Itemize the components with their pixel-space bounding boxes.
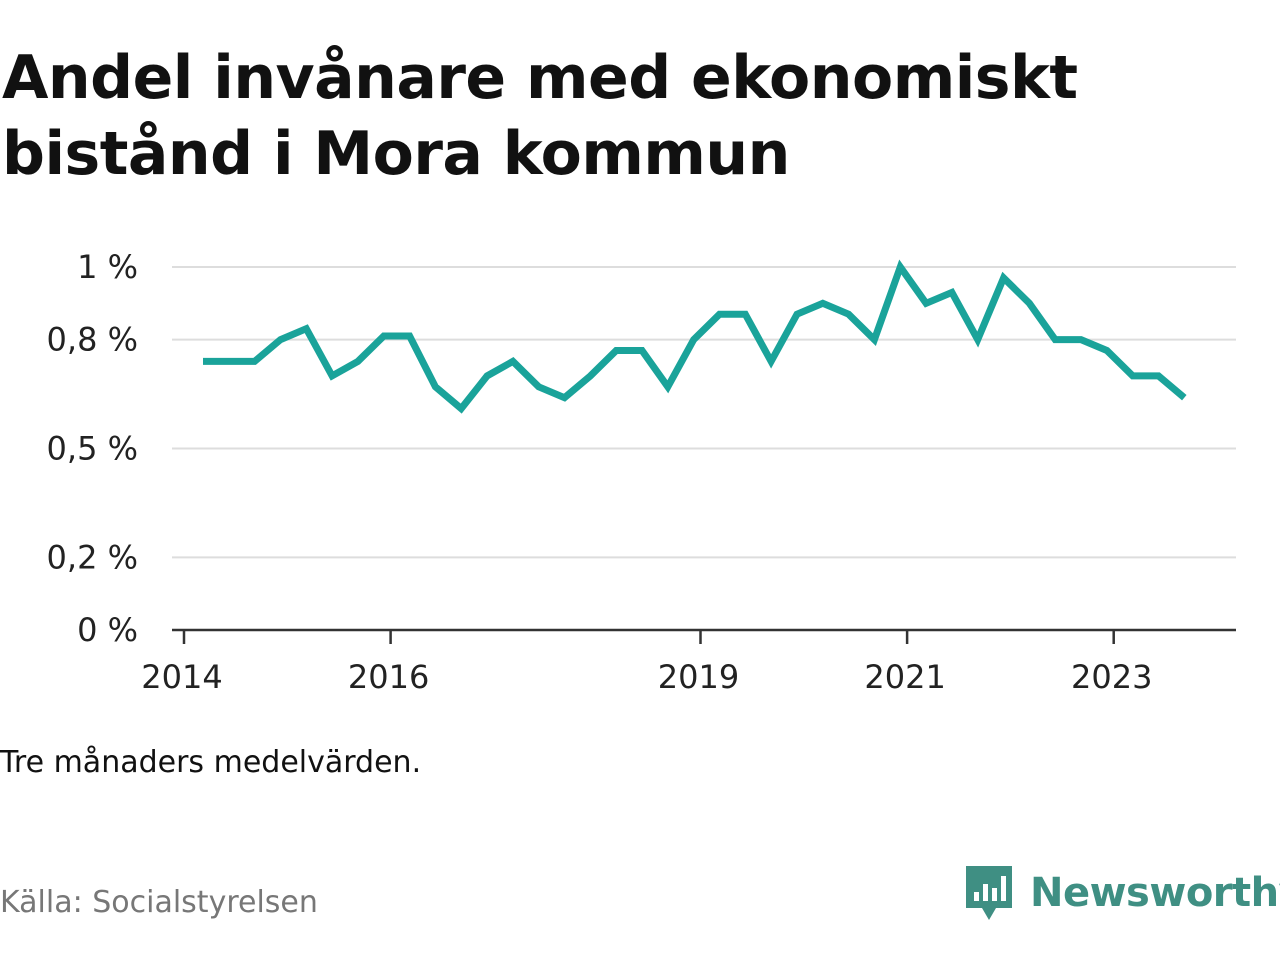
y-tick-label: 0,5 % xyxy=(47,430,138,468)
y-tick-label: 0,8 % xyxy=(47,321,138,359)
grid-lines xyxy=(172,266,1236,559)
series-group xyxy=(203,259,1187,414)
series-line xyxy=(203,259,1187,414)
chart-note: Tre månaders medelvärden. xyxy=(0,745,422,780)
newsworthy-logo-icon xyxy=(966,866,1012,920)
x-tick-label: 2016 xyxy=(348,658,429,696)
y-tick-label: 0,2 % xyxy=(47,538,138,576)
x-axis: 2014 2016 2019 2021 2023 xyxy=(141,628,1236,696)
chart-title: Andel invånare med ekonomiskt bistånd i … xyxy=(2,43,1078,189)
brand-name: Newsworthy xyxy=(1030,870,1280,916)
x-tick-label: 2014 xyxy=(141,658,222,696)
y-tick-label: 0 % xyxy=(77,611,138,649)
y-tick-label: 1 % xyxy=(77,248,138,286)
brand-logo[interactable]: Newsworthy xyxy=(964,862,1280,924)
x-tick-label: 2021 xyxy=(864,658,945,696)
source-text: Källa: Socialstyrelsen xyxy=(0,885,318,920)
y-axis-ticks: 0 % 0,2 % 0,5 % 0,8 % 1 % xyxy=(47,248,138,649)
x-tick-label: 2019 xyxy=(658,658,739,696)
x-tick-label: 2023 xyxy=(1071,658,1152,696)
